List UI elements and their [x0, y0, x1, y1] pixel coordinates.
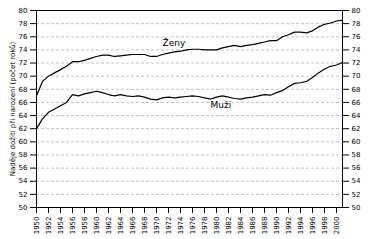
- svg-text:68: 68: [352, 86, 361, 94]
- svg-text:78: 78: [19, 20, 28, 28]
- svg-text:1988: 1988: [261, 217, 269, 235]
- svg-text:1960: 1960: [93, 217, 101, 235]
- svg-text:58: 58: [352, 151, 361, 159]
- svg-text:56: 56: [352, 164, 361, 172]
- svg-text:1986: 1986: [249, 216, 257, 234]
- svg-text:64: 64: [352, 112, 361, 120]
- svg-text:Naděje dožití při narození (po: Naděje dožití při narození (počet roků): [9, 42, 17, 177]
- svg-text:66: 66: [19, 99, 28, 107]
- svg-text:54: 54: [352, 177, 361, 185]
- svg-text:1956: 1956: [69, 216, 77, 234]
- svg-text:80: 80: [352, 7, 361, 15]
- svg-text:1952: 1952: [45, 217, 53, 235]
- svg-text:1996: 1996: [309, 216, 317, 234]
- svg-text:1980: 1980: [213, 217, 221, 235]
- svg-text:56: 56: [19, 164, 28, 172]
- svg-text:64: 64: [19, 112, 28, 120]
- svg-text:50: 50: [352, 204, 361, 212]
- svg-text:2000: 2000: [333, 217, 341, 235]
- svg-text:72: 72: [352, 59, 361, 67]
- svg-text:66: 66: [352, 99, 361, 107]
- svg-text:1990: 1990: [273, 217, 281, 235]
- svg-text:1950: 1950: [33, 217, 41, 235]
- svg-text:1968: 1968: [141, 217, 149, 235]
- svg-text:72: 72: [19, 59, 28, 67]
- svg-text:1974: 1974: [177, 216, 185, 234]
- svg-text:Ženy: Ženy: [163, 37, 186, 48]
- svg-text:70: 70: [19, 72, 28, 80]
- svg-text:78: 78: [352, 20, 361, 28]
- svg-text:1954: 1954: [57, 216, 65, 234]
- svg-text:58: 58: [19, 151, 28, 159]
- svg-text:68: 68: [19, 86, 28, 94]
- svg-text:76: 76: [19, 33, 28, 41]
- svg-text:50: 50: [19, 204, 28, 212]
- svg-text:1982: 1982: [225, 217, 233, 235]
- svg-text:52: 52: [352, 191, 361, 199]
- svg-text:1964: 1964: [117, 216, 125, 234]
- svg-text:Muži: Muži: [211, 100, 232, 110]
- svg-text:62: 62: [352, 125, 361, 133]
- svg-text:1978: 1978: [201, 217, 209, 235]
- svg-text:70: 70: [352, 72, 361, 80]
- svg-text:52: 52: [19, 191, 28, 199]
- svg-text:1970: 1970: [153, 217, 161, 235]
- svg-text:54: 54: [19, 177, 28, 185]
- svg-text:1958: 1958: [81, 217, 89, 235]
- svg-text:1984: 1984: [237, 216, 245, 234]
- svg-text:60: 60: [19, 138, 28, 146]
- svg-text:1976: 1976: [189, 216, 197, 234]
- svg-text:1966: 1966: [129, 216, 137, 234]
- svg-text:1998: 1998: [321, 217, 329, 235]
- svg-text:1972: 1972: [165, 217, 173, 235]
- svg-text:1994: 1994: [297, 216, 305, 234]
- svg-text:74: 74: [352, 46, 361, 54]
- svg-text:62: 62: [19, 125, 28, 133]
- svg-text:1962: 1962: [105, 217, 113, 235]
- svg-text:80: 80: [19, 7, 28, 15]
- svg-text:60: 60: [352, 138, 361, 146]
- svg-text:1992: 1992: [285, 217, 293, 235]
- svg-text:74: 74: [19, 46, 28, 54]
- svg-text:76: 76: [352, 33, 361, 41]
